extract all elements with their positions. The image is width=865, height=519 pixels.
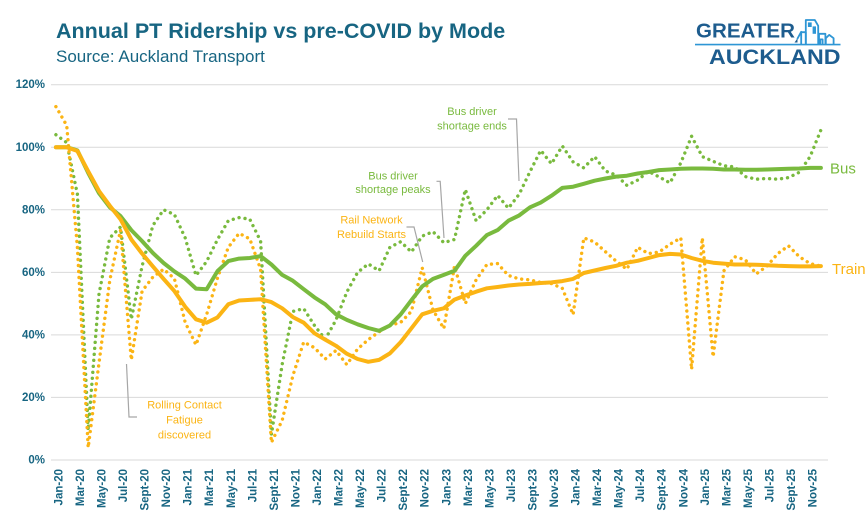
svg-text:Mar-21: Mar-21 bbox=[204, 468, 216, 506]
svg-text:May-24: May-24 bbox=[614, 468, 626, 508]
svg-text:Sept-23: Sept-23 bbox=[528, 469, 540, 511]
svg-text:AUCKLAND: AUCKLAND bbox=[709, 45, 841, 69]
svg-text:Sept-21: Sept-21 bbox=[269, 468, 281, 510]
svg-text:Mar-23: Mar-23 bbox=[463, 469, 475, 506]
svg-text:Jan-23: Jan-23 bbox=[441, 469, 453, 505]
svg-text:Nov-24: Nov-24 bbox=[678, 468, 690, 507]
svg-text:Jan-25: Jan-25 bbox=[700, 468, 712, 505]
svg-text:Sept-22: Sept-22 bbox=[398, 469, 410, 511]
svg-text:May-20: May-20 bbox=[97, 469, 109, 508]
svg-text:Sept-25: Sept-25 bbox=[786, 468, 798, 510]
svg-text:Nov-23: Nov-23 bbox=[549, 469, 561, 507]
svg-text:Nov-22: Nov-22 bbox=[420, 469, 432, 507]
svg-text:May-25: May-25 bbox=[743, 468, 755, 508]
svg-text:Jul-20: Jul-20 bbox=[118, 469, 130, 502]
svg-text:Bus driver: Bus driver bbox=[447, 106, 497, 118]
svg-text:Source: Auckland Transport: Source: Auckland Transport bbox=[56, 47, 265, 66]
svg-text:Jul-25: Jul-25 bbox=[765, 468, 777, 502]
svg-text:Jul-24: Jul-24 bbox=[635, 468, 647, 502]
svg-text:Jan-22: Jan-22 bbox=[312, 469, 324, 505]
svg-text:Nov-21: Nov-21 bbox=[290, 468, 302, 507]
svg-text:Jul-22: Jul-22 bbox=[377, 469, 389, 502]
svg-text:May-22: May-22 bbox=[355, 469, 367, 508]
svg-text:0%: 0% bbox=[28, 455, 45, 467]
svg-text:Mar-24: Mar-24 bbox=[592, 468, 604, 506]
svg-text:40%: 40% bbox=[22, 329, 45, 341]
svg-text:Nov-20: Nov-20 bbox=[161, 469, 173, 507]
svg-text:Mar-20: Mar-20 bbox=[75, 469, 87, 506]
svg-text:Rail Network: Rail Network bbox=[340, 215, 403, 227]
svg-text:120%: 120% bbox=[16, 79, 45, 91]
svg-text:Train: Train bbox=[832, 261, 865, 278]
svg-text:Jan-20: Jan-20 bbox=[53, 469, 65, 505]
svg-text:Fatigue: Fatigue bbox=[166, 415, 203, 427]
svg-text:100%: 100% bbox=[16, 142, 45, 154]
svg-text:May-21: May-21 bbox=[226, 468, 238, 508]
svg-text:Jul-21: Jul-21 bbox=[247, 468, 259, 502]
svg-text:Sept-20: Sept-20 bbox=[140, 469, 152, 511]
svg-text:discovered: discovered bbox=[158, 430, 211, 442]
svg-text:80%: 80% bbox=[22, 204, 45, 216]
svg-text:Bus driver: Bus driver bbox=[368, 171, 418, 183]
svg-text:Annual PT Ridership vs pre-COV: Annual PT Ridership vs pre-COVID by Mode bbox=[56, 19, 505, 43]
svg-text:20%: 20% bbox=[22, 392, 45, 404]
svg-text:Jul-23: Jul-23 bbox=[506, 469, 518, 502]
svg-text:Sept-24: Sept-24 bbox=[657, 468, 669, 510]
svg-text:Jan-24: Jan-24 bbox=[571, 468, 583, 505]
svg-text:Jan-21: Jan-21 bbox=[183, 468, 195, 505]
svg-text:Rolling Contact: Rolling Contact bbox=[147, 400, 222, 412]
svg-text:Bus: Bus bbox=[830, 161, 856, 178]
svg-text:Mar-25: Mar-25 bbox=[721, 468, 733, 506]
svg-text:Nov-25: Nov-25 bbox=[808, 468, 820, 507]
svg-text:60%: 60% bbox=[22, 267, 45, 279]
svg-text:GREATER: GREATER bbox=[696, 19, 795, 42]
svg-text:shortage ends: shortage ends bbox=[437, 121, 507, 133]
svg-text:Rebuild Starts: Rebuild Starts bbox=[337, 229, 407, 241]
svg-text:Mar-22: Mar-22 bbox=[334, 469, 346, 506]
svg-text:May-23: May-23 bbox=[484, 469, 496, 508]
svg-text:shortage peaks: shortage peaks bbox=[355, 184, 431, 196]
